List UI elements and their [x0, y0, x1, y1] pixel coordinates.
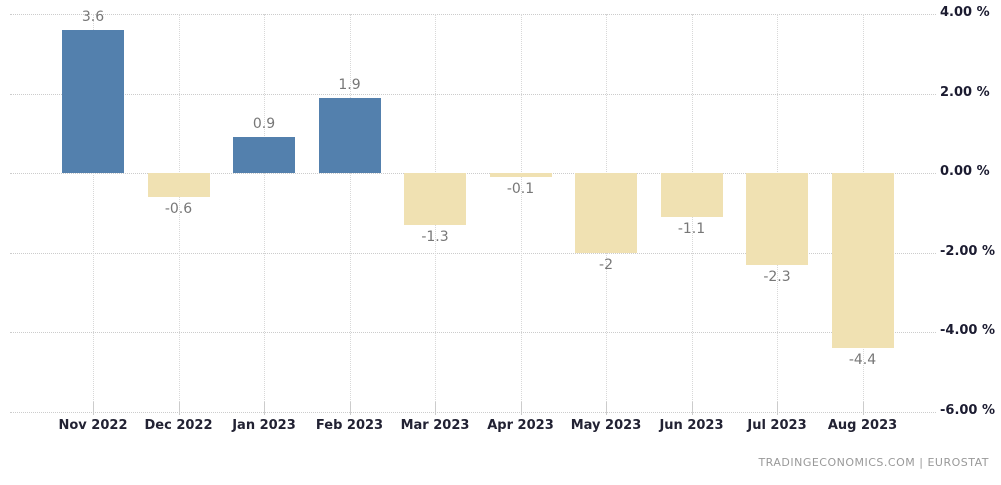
bar-nov-2022[interactable] [62, 29, 124, 174]
bar-dec-2022[interactable] [147, 173, 210, 198]
x-axis-label-jun-2023: Jun 2023 [659, 418, 724, 433]
bar-value-label-mar-2023: -1.3 [421, 228, 449, 245]
bar-value-label-aug-2023: -4.4 [848, 352, 877, 369]
bar-value-label-feb-2023: 1.9 [338, 76, 361, 93]
gridline-vertical [264, 14, 265, 412]
bar-value-label-dec-2022: -0.6 [164, 201, 193, 218]
x-axis-tick [862, 402, 864, 415]
gridline-horizontal [10, 173, 936, 175]
bar-value-label-may-2023: -2 [599, 256, 613, 273]
y-axis-label: -4.00 % [940, 323, 996, 339]
y-axis-label: 0.00 % [940, 164, 990, 180]
gridline-vertical [178, 14, 180, 412]
x-axis-tick [93, 402, 94, 415]
bar-value-label-apr-2023: -0.1 [506, 181, 535, 198]
bar-jul-2023[interactable] [746, 173, 808, 265]
y-axis-label: -6.00 % [940, 403, 996, 418]
bar-mar-2023[interactable] [404, 173, 466, 225]
x-axis-tick [178, 402, 180, 415]
y-axis-label: 4.00 % [940, 5, 990, 20]
x-axis-tick [520, 402, 522, 415]
bar-jun-2023[interactable] [660, 173, 723, 217]
bar-jan-2023[interactable] [233, 137, 295, 174]
bar-feb-2023[interactable] [318, 97, 381, 174]
gridline-horizontal [10, 14, 936, 15]
y-axis-label: 2.00 % [940, 84, 990, 100]
x-axis-label-may-2023: May 2023 [570, 418, 642, 433]
x-axis-label-mar-2023: Mar 2023 [400, 418, 470, 433]
gridline-vertical [349, 14, 351, 412]
x-axis-label-jul-2023: Jul 2023 [747, 418, 807, 433]
y-axis-label: -2.00 % [940, 243, 996, 259]
bar-aug-2023[interactable] [831, 173, 894, 349]
gridline-horizontal [10, 412, 936, 413]
x-axis-label-aug-2023: Aug 2023 [827, 418, 898, 433]
bar-value-label-jul-2023: -2.3 [763, 268, 791, 285]
x-axis-tick [606, 402, 607, 415]
bar-apr-2023[interactable] [489, 173, 552, 178]
x-axis-tick [435, 402, 436, 415]
gridline-vertical [520, 14, 522, 412]
bar-value-label-nov-2022: 3.6 [81, 8, 105, 25]
gridline-horizontal [10, 332, 936, 334]
gridline-horizontal [10, 93, 936, 95]
x-axis-label-jan-2023: Jan 2023 [232, 418, 296, 433]
x-axis-tick [349, 402, 351, 415]
x-axis-label-feb-2023: Feb 2023 [315, 418, 384, 433]
bar-value-label-jan-2023: 0.9 [252, 116, 276, 133]
x-axis-tick [264, 402, 265, 415]
x-axis-tick [777, 402, 778, 415]
x-axis-label-dec-2022: Dec 2022 [144, 418, 213, 433]
bar-may-2023[interactable] [575, 173, 637, 253]
x-axis-label-apr-2023: Apr 2023 [487, 418, 554, 433]
x-axis-label-nov-2022: Nov 2022 [58, 418, 128, 433]
bar-value-label-jun-2023: -1.1 [677, 220, 706, 237]
gridline-vertical [93, 14, 94, 412]
gridline-horizontal [10, 252, 936, 254]
x-axis-tick [691, 402, 693, 415]
source-attribution: TRADINGECONOMICS.COM | EUROSTAT [758, 456, 989, 469]
